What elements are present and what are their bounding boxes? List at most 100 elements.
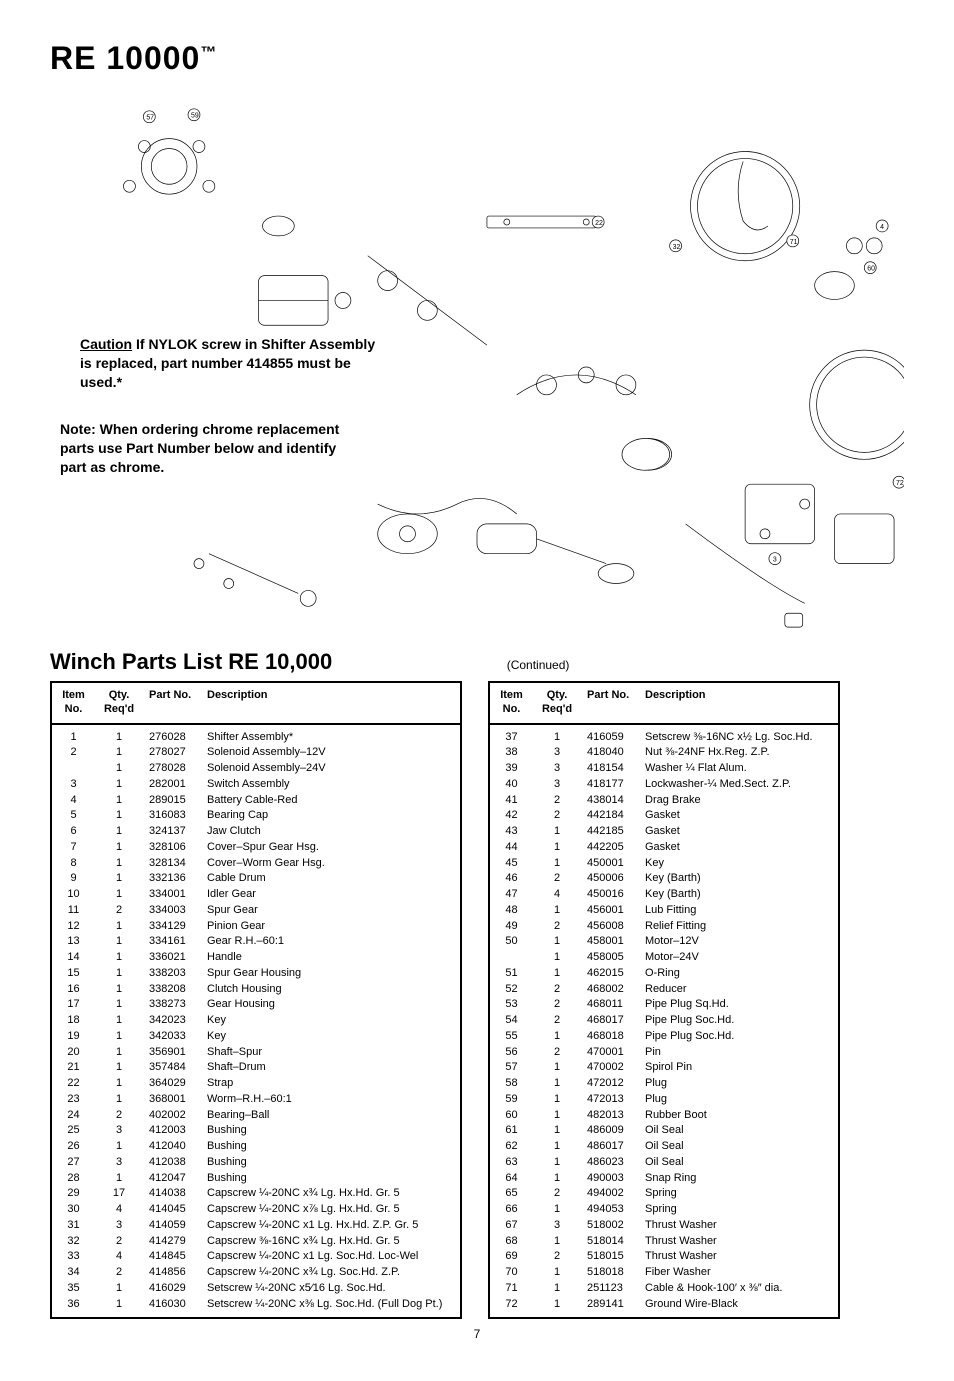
table-row: 711251123Cable & Hook-100′ x ⅜″ dia. xyxy=(489,1281,839,1297)
cell-part: 518014 xyxy=(581,1234,639,1250)
cell-item: 69 xyxy=(489,1249,533,1265)
cell-desc: Setscrew ⅜-16NC x½ Lg. Soc.Hd. xyxy=(639,724,839,746)
table-row: 171338273Gear Housing xyxy=(51,997,461,1013)
cell-qty: 2 xyxy=(533,982,581,998)
cell-desc: Washer ¼ Flat Alum. xyxy=(639,761,839,777)
cell-qty: 1 xyxy=(533,1076,581,1092)
cell-item: 47 xyxy=(489,887,533,903)
table-row: 371416059Setscrew ⅜-16NC x½ Lg. Soc.Hd. xyxy=(489,724,839,746)
cell-qty: 1 xyxy=(95,982,143,998)
table-row: 383418040Nut ⅜-24NF Hx.Reg. Z.P. xyxy=(489,745,839,761)
cell-part: 328134 xyxy=(143,856,201,872)
cell-qty: 1 xyxy=(533,840,581,856)
cell-qty: 1 xyxy=(95,871,143,887)
cell-item: 49 xyxy=(489,919,533,935)
cell-item: 58 xyxy=(489,1076,533,1092)
cell-desc: Gear Housing xyxy=(201,997,461,1013)
cell-part: 251123 xyxy=(581,1281,639,1297)
cell-part: 412038 xyxy=(143,1155,201,1171)
cell-qty: 2 xyxy=(533,1186,581,1202)
cell-part: 338273 xyxy=(143,997,201,1013)
header-part: Part No. xyxy=(143,682,201,724)
cell-qty: 2 xyxy=(533,808,581,824)
table-row: 673518002Thrust Washer xyxy=(489,1218,839,1234)
cell-desc: Strap xyxy=(201,1076,461,1092)
cell-desc: Worm–R.H.–60:1 xyxy=(201,1092,461,1108)
cell-qty: 1 xyxy=(95,919,143,935)
cell-qty: 3 xyxy=(533,777,581,793)
title-text: RE 10000 xyxy=(50,40,200,76)
cell-desc: Shaft–Drum xyxy=(201,1060,461,1076)
table-row: 681518014Thrust Washer xyxy=(489,1234,839,1250)
cell-item xyxy=(51,761,95,777)
table-row: 2917414038Capscrew ¼-20NC x¾ Lg. Hx.Hd. … xyxy=(51,1186,461,1202)
table-row: 542468017Pipe Plug Soc.Hd. xyxy=(489,1013,839,1029)
cell-desc: Pin xyxy=(639,1045,839,1061)
cell-part: 472012 xyxy=(581,1076,639,1092)
cell-desc: Jaw Clutch xyxy=(201,824,461,840)
cell-item: 23 xyxy=(51,1092,95,1108)
cell-desc: Reducer xyxy=(639,982,839,998)
cell-qty: 1 xyxy=(533,1060,581,1076)
cell-qty: 1 xyxy=(95,745,143,761)
table-row: 621486017Oil Seal xyxy=(489,1139,839,1155)
cell-qty: 4 xyxy=(533,887,581,903)
cell-desc: Setscrew ¼-20NC x⅜ Lg. Soc.Hd. (Full Dog… xyxy=(201,1297,461,1319)
cell-item: 27 xyxy=(51,1155,95,1171)
cell-part: 468018 xyxy=(581,1029,639,1045)
cell-part: 418177 xyxy=(581,777,639,793)
cell-qty: 2 xyxy=(533,871,581,887)
cell-desc: Thrust Washer xyxy=(639,1218,839,1234)
cell-desc: Spring xyxy=(639,1202,839,1218)
cell-part: 470002 xyxy=(581,1060,639,1076)
cell-part: 450001 xyxy=(581,856,639,872)
cell-qty: 1 xyxy=(95,1029,143,1045)
cell-part: 324137 xyxy=(143,824,201,840)
cell-desc: Solenoid Assembly–24V xyxy=(201,761,461,777)
table-row: 511462015O-Ring xyxy=(489,966,839,982)
table-row: 501458001Motor–12V xyxy=(489,934,839,950)
cell-part: 486009 xyxy=(581,1123,639,1139)
cell-item: 64 xyxy=(489,1171,533,1187)
cell-desc: Drag Brake xyxy=(639,793,839,809)
table-row: 81328134Cover–Worm Gear Hsg. xyxy=(51,856,461,872)
cell-item: 68 xyxy=(489,1234,533,1250)
cell-item: 2 xyxy=(51,745,95,761)
svg-text:22: 22 xyxy=(595,220,603,227)
cell-desc: O-Ring xyxy=(639,966,839,982)
cell-desc: Fiber Washer xyxy=(639,1265,839,1281)
cell-item: 29 xyxy=(51,1186,95,1202)
cell-desc: Pinion Gear xyxy=(201,919,461,935)
svg-text:72: 72 xyxy=(896,480,904,487)
cell-qty: 1 xyxy=(95,777,143,793)
cell-item: 18 xyxy=(51,1013,95,1029)
cell-desc: Key (Barth) xyxy=(639,887,839,903)
cell-item: 45 xyxy=(489,856,533,872)
cell-part: 456001 xyxy=(581,903,639,919)
table-row: 1278028Solenoid Assembly–24V xyxy=(51,761,461,777)
cell-part: 416030 xyxy=(143,1297,201,1319)
cell-item: 15 xyxy=(51,966,95,982)
continued-label: (Continued) xyxy=(507,658,570,672)
cell-desc: Cable Drum xyxy=(201,871,461,887)
cell-item: 40 xyxy=(489,777,533,793)
table-row: 451450001Key xyxy=(489,856,839,872)
note-text: When ordering chrome replacement parts u… xyxy=(60,421,339,475)
cell-qty: 1 xyxy=(533,1171,581,1187)
svg-text:3: 3 xyxy=(773,557,777,564)
cell-qty: 2 xyxy=(533,1249,581,1265)
cell-desc: Capscrew ¼-20NC x1 Lg. Soc.Hd. Loc-Wel xyxy=(201,1249,461,1265)
cell-qty: 1 xyxy=(533,1297,581,1319)
cell-part: 364029 xyxy=(143,1076,201,1092)
cell-item: 50 xyxy=(489,934,533,950)
cell-desc: Bushing xyxy=(201,1123,461,1139)
cell-part: 518015 xyxy=(581,1249,639,1265)
table-row: 474450016Key (Barth) xyxy=(489,887,839,903)
cell-qty: 1 xyxy=(95,1297,143,1319)
cell-part: 416029 xyxy=(143,1281,201,1297)
cell-qty: 1 xyxy=(95,1076,143,1092)
cell-part: 278027 xyxy=(143,745,201,761)
cell-qty: 2 xyxy=(533,997,581,1013)
table-row: 41289015Battery Cable-Red xyxy=(51,793,461,809)
cell-item: 37 xyxy=(489,724,533,746)
